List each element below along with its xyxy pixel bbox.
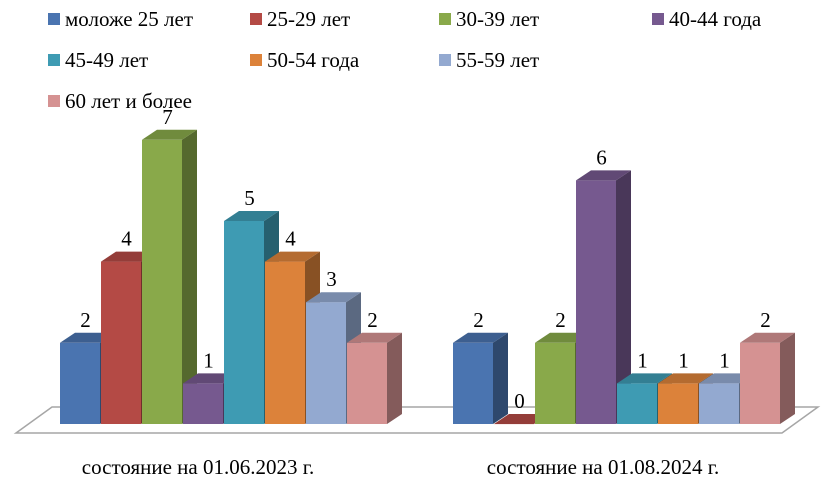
legend-label: 60 лет и более	[65, 89, 192, 113]
legend-swatch	[652, 13, 664, 25]
data-label: 6	[596, 145, 607, 169]
legend-swatch	[439, 54, 451, 66]
data-label: 2	[80, 308, 91, 332]
bar	[617, 383, 657, 424]
bar	[699, 383, 739, 424]
bar-top	[740, 332, 795, 343]
bar-top	[617, 373, 672, 384]
data-label: 1	[203, 348, 214, 372]
legend-label: 55-59 лет	[456, 48, 540, 72]
bar	[576, 180, 616, 424]
legend-label: 30-39 лет	[456, 7, 540, 31]
legend-item: моложе 25 лет	[48, 6, 240, 32]
bar-top	[306, 292, 361, 303]
legend-swatch	[48, 13, 60, 25]
bar	[347, 342, 387, 424]
legend-label: моложе 25 лет	[65, 7, 193, 31]
category-label: состояние на 01.08.2024 г.	[487, 455, 719, 477]
legend-item: 45-49 лет	[48, 47, 240, 73]
legend-label: 40-44 года	[669, 7, 762, 31]
legend-item: 30-39 лет	[439, 6, 642, 32]
data-label: 2	[555, 308, 566, 332]
legend-label: 45-49 лет	[65, 48, 149, 72]
bar-side	[780, 332, 795, 424]
bar	[265, 261, 305, 424]
bar-top	[453, 332, 508, 343]
bar	[224, 221, 264, 424]
bar	[535, 342, 575, 424]
data-label: 1	[637, 348, 648, 372]
legend-swatch	[250, 54, 262, 66]
bar-top	[658, 373, 713, 384]
bar-top	[265, 251, 320, 262]
legend-item: 40-44 года	[652, 6, 802, 32]
bar-top	[347, 332, 402, 343]
data-label: 2	[367, 308, 378, 332]
data-label: 7	[162, 105, 173, 129]
bar	[142, 139, 182, 425]
bar-side	[182, 129, 197, 425]
data-label: 2	[760, 308, 771, 332]
data-label: 1	[678, 348, 689, 372]
data-label: 4	[121, 227, 132, 251]
legend-swatch	[439, 13, 451, 25]
bar-side	[493, 332, 508, 424]
bar	[183, 383, 223, 424]
bar-top	[576, 170, 631, 181]
legend-item: 60 лет и более	[48, 88, 218, 114]
bar-top	[224, 211, 279, 221]
data-label: 1	[719, 348, 730, 372]
bar	[60, 342, 100, 424]
bar-side	[616, 170, 631, 424]
legend-item: 55-59 лет	[439, 47, 642, 73]
data-label: 4	[285, 227, 296, 251]
legend-swatch	[250, 13, 262, 25]
legend-label: 25-29 лет	[267, 7, 351, 31]
legend: моложе 25 лет 25-29 лет 30-39 лет 40-44 год…	[48, 6, 818, 114]
bar	[740, 342, 780, 424]
data-label: 2	[473, 308, 484, 332]
data-label: 0	[514, 389, 525, 413]
bar-top	[142, 129, 197, 140]
data-label: 3	[326, 267, 337, 291]
legend-item: 25-29 лет	[250, 6, 429, 32]
bar	[306, 302, 346, 424]
bar	[453, 342, 493, 424]
bar	[101, 261, 141, 424]
legend-label: 50-54 года	[267, 48, 360, 72]
bar-side	[387, 332, 402, 424]
legend-swatch	[48, 95, 60, 107]
legend-swatch	[48, 54, 60, 66]
bar	[658, 383, 698, 424]
legend-item: 50-54 года	[250, 47, 429, 73]
data-label: 5	[244, 186, 255, 210]
category-label: состояние на 01.06.2023 г.	[82, 455, 314, 477]
